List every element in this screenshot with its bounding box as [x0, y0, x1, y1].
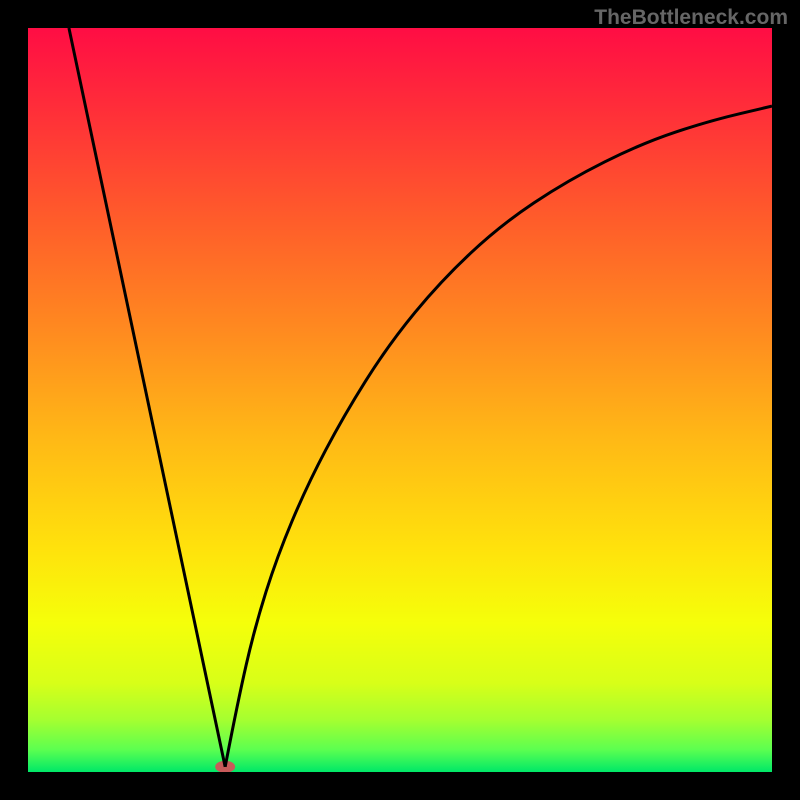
gradient-background [28, 28, 772, 772]
plot-area [28, 28, 772, 772]
chart-svg [28, 28, 772, 772]
watermark-text: TheBottleneck.com [594, 6, 788, 30]
chart-container: TheBottleneck.com [0, 0, 800, 800]
